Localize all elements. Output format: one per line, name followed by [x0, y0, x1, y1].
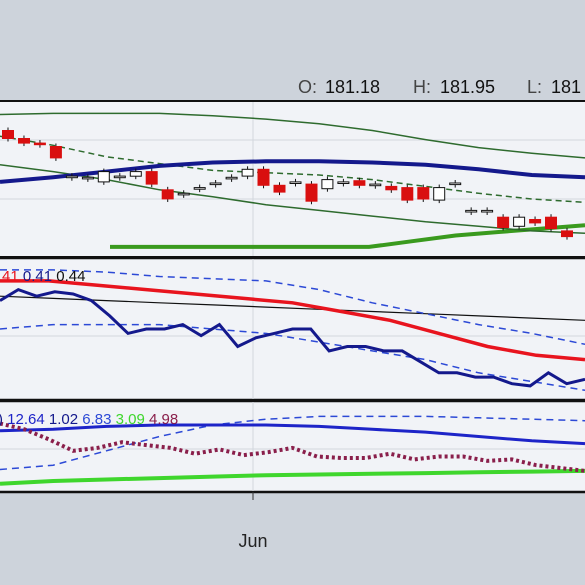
candle-up	[225, 176, 238, 180]
candle-up	[193, 187, 206, 190]
oscillator-lower-band	[0, 323, 585, 392]
candle-down	[529, 219, 542, 224]
bottom-indicator-values: ) 12.64 1.02 6.83 3.09 4.98	[0, 411, 178, 428]
bottom-indicator-value-1: 12.64	[3, 411, 45, 428]
candle-down	[33, 142, 46, 146]
oscillator-upper-band	[0, 269, 585, 346]
x-tick-label: Jun	[238, 531, 267, 551]
bottom-solid-line	[0, 423, 585, 446]
moving-average-dashed-line	[0, 135, 585, 204]
candle-down	[49, 146, 62, 159]
low-value: 181	[551, 77, 581, 97]
candle-up	[113, 175, 126, 179]
candle-up	[369, 183, 382, 187]
candle-down	[545, 216, 557, 230]
oscillator-signal-line	[0, 279, 585, 362]
candle-up	[241, 168, 254, 177]
oscillator-values: 41 0.41 0.44	[2, 268, 85, 285]
candle-up	[433, 187, 446, 201]
bottom-indicator-value-5: 4.98	[145, 411, 178, 428]
candle-down	[305, 183, 318, 202]
open-value: 181.18	[325, 77, 380, 97]
candle-up	[209, 182, 222, 186]
low-label: L:	[527, 77, 542, 97]
candle-up	[337, 181, 350, 184]
bottom-dotted-line	[0, 421, 585, 473]
bottom-indicator-value-0: )	[0, 411, 3, 428]
candle-down	[417, 187, 430, 200]
oscillator-value-0: 41	[2, 268, 19, 285]
bollinger-upper-line	[0, 112, 585, 159]
candle-down	[145, 171, 158, 185]
candle-up	[321, 179, 334, 190]
oscillator-main-line	[0, 287, 585, 388]
candle-down	[161, 189, 174, 200]
bottom-indicator-value-2: 1.02	[45, 411, 78, 428]
open-label: O:	[298, 77, 317, 97]
candle-up	[129, 171, 142, 177]
candle-up	[81, 176, 94, 180]
bollinger-lower-line	[0, 163, 585, 234]
bottom-indicator-value-4: 3.09	[111, 411, 144, 428]
candle-up	[465, 209, 478, 213]
candle-up	[449, 182, 462, 186]
bottom-green-line	[0, 468, 585, 486]
oscillator-mid-line	[0, 295, 585, 321]
candle-up	[513, 216, 526, 227]
long-moving-average-line	[0, 159, 585, 184]
high-label: H:	[413, 77, 431, 97]
oscillator-series	[0, 269, 585, 392]
very-long-ma-line	[110, 223, 585, 249]
bottom-series	[0, 415, 585, 486]
oscillator-value-2: 0.44	[52, 268, 85, 285]
candle-up	[65, 175, 78, 179]
bottom-dashed-line	[0, 415, 585, 471]
price-series	[0, 112, 585, 249]
candle-down	[401, 187, 414, 201]
candle-down	[497, 216, 510, 228]
candle-down	[18, 138, 30, 144]
candle-down	[385, 185, 398, 191]
oscillator-value-1: 0.41	[19, 268, 52, 285]
ohlc-header: O: 181.18 H: 181.95 L: 181	[298, 77, 581, 97]
candle-down	[561, 230, 573, 238]
high-value: 181.95	[440, 77, 495, 97]
candle-up	[177, 192, 190, 196]
candle-down	[257, 168, 270, 186]
candle-down	[273, 184, 286, 193]
bottom-indicator-value-3: 6.83	[78, 411, 111, 428]
candle-down	[2, 130, 14, 139]
x-axis: Jun	[238, 492, 268, 551]
candle-down	[353, 180, 366, 186]
candle-up	[481, 209, 494, 213]
candle-up	[97, 171, 110, 183]
candle-up	[289, 181, 302, 184]
